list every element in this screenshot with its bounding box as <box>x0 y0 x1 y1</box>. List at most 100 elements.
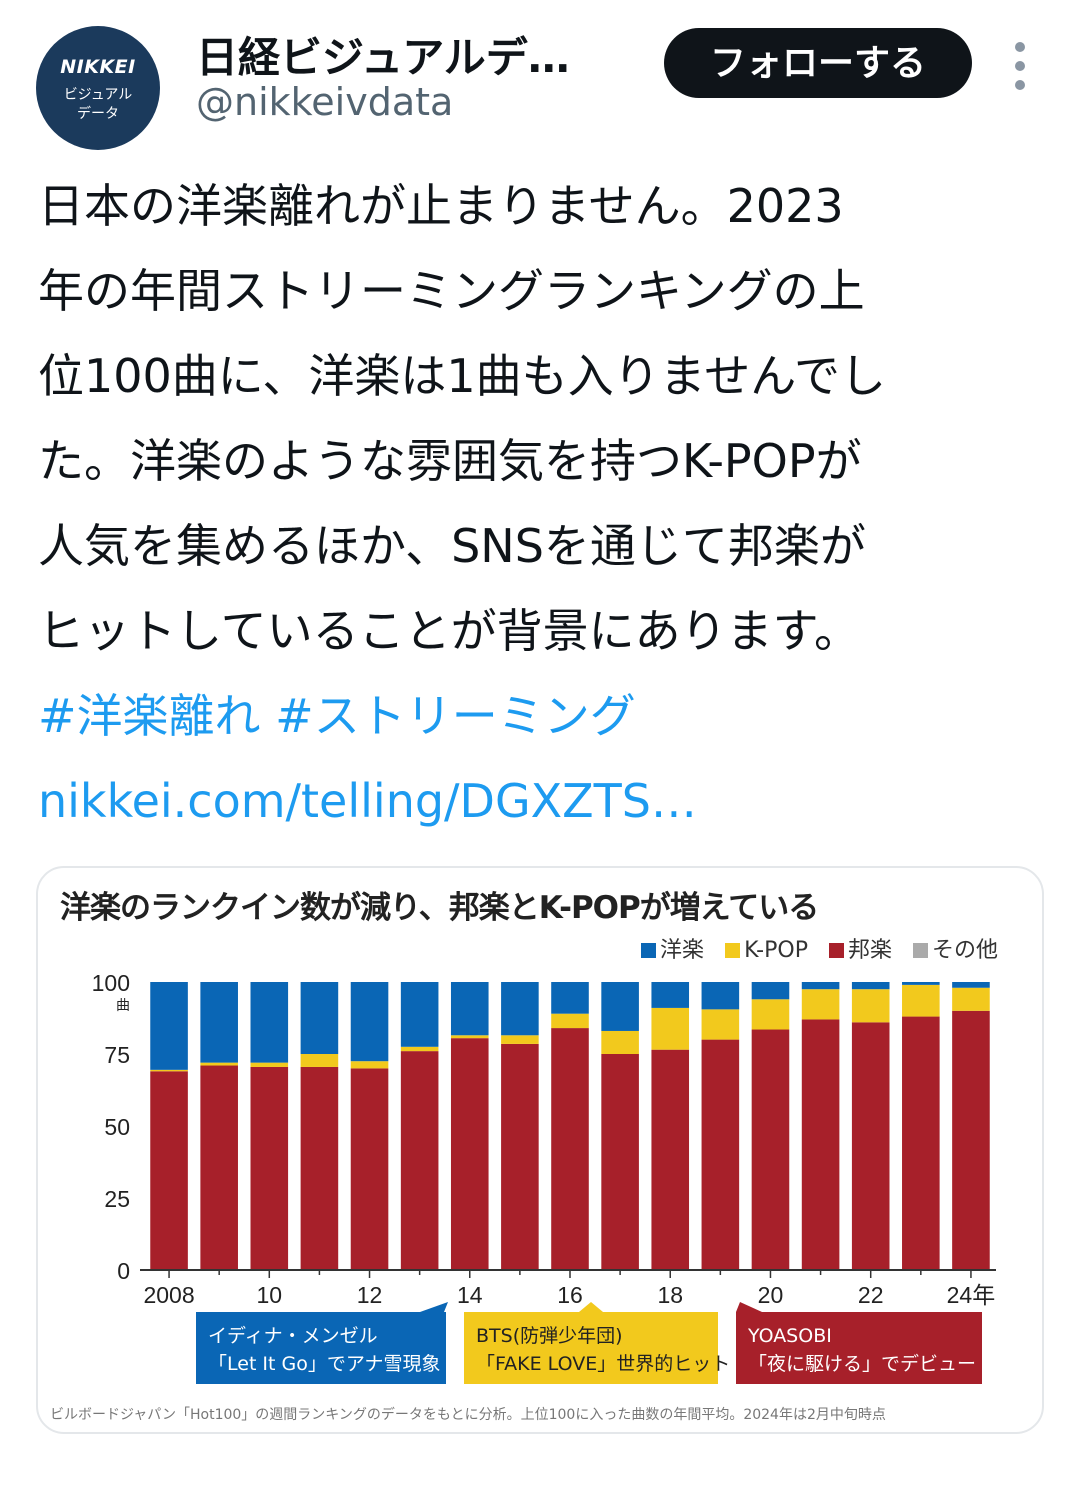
bar-segment <box>952 1010 990 1270</box>
annotation-pointer <box>736 1302 762 1312</box>
bar-segment <box>350 1068 389 1270</box>
bar-segment <box>501 1035 539 1044</box>
x-tick-label: 22 <box>858 1282 884 1308</box>
bar-segment <box>801 1019 840 1270</box>
y-tick-label: 75 <box>104 1042 130 1068</box>
bar-segment <box>601 1054 639 1270</box>
tweet-line: た。洋楽のような雰囲気を持つK-POPが <box>38 434 862 488</box>
tweet-text: 日本の洋楽離れが止まりません。2023 年の年間ストリーミングランキングの上 位… <box>38 164 1028 844</box>
bar-segment <box>150 1069 188 1072</box>
bar-segment <box>200 982 238 1063</box>
y-axis-unit: 曲 <box>116 998 130 1014</box>
bar-segment <box>350 982 389 1062</box>
bar-segment <box>501 982 539 1036</box>
bar-segment <box>300 1054 339 1067</box>
bar-segment <box>651 982 690 1008</box>
bar-segment <box>651 1049 690 1270</box>
tweet-line: 人気を集めるほか、SNSを通じて邦楽が <box>38 519 866 573</box>
bar-segment <box>150 982 188 1070</box>
follow-button[interactable]: フォローする <box>664 28 972 98</box>
avatar-subtitle-line2: データ <box>77 106 119 122</box>
x-tick-label: 20 <box>758 1282 784 1308</box>
tweet-line: ヒットしていることが背景にあります。 <box>38 604 861 658</box>
x-tick-label: 14 <box>457 1282 483 1308</box>
bar-segment <box>701 982 740 1010</box>
x-tick-label: 16 <box>557 1282 583 1308</box>
bar-segment <box>400 1046 439 1052</box>
hashtags-line: #洋楽離れ #ストリーミング <box>38 674 1028 759</box>
tweet-header: NIKKEI ビジュアル データ 日経ビジュアルデ… @nikkeivdata … <box>36 22 1046 150</box>
tweet-line: 日本の洋楽離れが止まりません。2023 <box>38 179 844 233</box>
tweet-line: 年の年間ストリーミングランキングの上 <box>38 264 865 318</box>
bar-segment <box>851 989 890 1023</box>
vertical-dots-icon[interactable] <box>1008 42 1032 106</box>
hashtag-link[interactable]: #ストリーミング <box>275 689 636 743</box>
x-tick-label: 18 <box>657 1282 683 1308</box>
x-tick-label: 2008 <box>143 1282 194 1308</box>
avatar-subtitle: ビジュアル データ <box>36 86 160 124</box>
avatar-subtitle-line1: ビジュアル <box>63 87 133 103</box>
x-tick-label: 24年 <box>947 1282 996 1308</box>
annotation-text: BTS(防弾少年団) <box>476 1325 623 1347</box>
user-handle[interactable]: @nikkeivdata <box>196 80 454 124</box>
bar-segment <box>701 1039 740 1270</box>
bar-segment <box>350 1061 389 1069</box>
bar-segment <box>300 1066 339 1270</box>
bar-segment <box>551 1013 589 1029</box>
bar-segment <box>551 1028 589 1270</box>
annotation-pointer <box>579 1302 603 1312</box>
bar-segment <box>200 1065 238 1270</box>
bar-segment <box>851 982 890 990</box>
bar-segment <box>902 982 940 985</box>
legend-swatch <box>828 943 844 958</box>
chart-legend: 洋楽 K-POP 邦楽 その他 <box>627 932 998 964</box>
chart-title: 洋楽のランクイン数が減り、邦楽とK-POPが増えている <box>60 890 819 926</box>
bar-segment <box>651 1007 690 1050</box>
y-tick-label: 50 <box>104 1114 130 1140</box>
bar-segment <box>601 1030 639 1054</box>
annotation-text: イディナ・メンゼル <box>208 1325 378 1347</box>
bar-segment <box>250 1062 289 1067</box>
bar-segment <box>952 987 990 1011</box>
bar-segment <box>250 1066 289 1270</box>
annotation-text: YOASOBI <box>747 1325 832 1347</box>
source-note: ビルボードジャパン「Hot100」の週間ランキングのデータをもとに分析。上位10… <box>50 1407 886 1423</box>
legend-item: 洋楽 <box>641 938 704 963</box>
annotation-box <box>196 1312 446 1384</box>
bar-segment <box>801 989 840 1020</box>
bar-segment <box>200 1062 238 1066</box>
y-tick-label: 0 <box>117 1258 130 1284</box>
bar-segment <box>300 982 339 1054</box>
bar-segment <box>601 982 639 1031</box>
legend-swatch <box>725 943 741 958</box>
legend-swatch <box>912 943 928 958</box>
annotation-pointer <box>420 1302 448 1312</box>
x-tick-label: 10 <box>256 1282 282 1308</box>
bar-segment <box>751 982 790 1000</box>
bar-segment <box>952 982 990 988</box>
stacked-bar-chart: 0 25 50 75 100 曲 2008 10 12 14 16 18 20 22 24年イディナ・メンゼ… <box>92 970 996 1384</box>
avatar[interactable]: NIKKEI ビジュアル データ <box>36 26 160 150</box>
hashtag-link[interactable]: #洋楽離れ <box>38 689 261 743</box>
bar-segment <box>450 1038 489 1270</box>
bar-segment <box>450 1035 489 1039</box>
chart-image[interactable]: 洋楽のランクイン数が減り、邦楽とK-POPが増えている 洋楽 K-POP 邦楽 … <box>36 866 1044 1434</box>
bar-segment <box>751 999 790 1030</box>
annotation-text: 「FAKE LOVE」世界的ヒット <box>476 1353 730 1375</box>
avatar-brand: NIKKEI <box>60 56 136 78</box>
bar-segment <box>501 1043 539 1270</box>
bar-segment <box>450 982 489 1036</box>
bar-segment <box>400 1051 439 1270</box>
x-tick-label: 12 <box>357 1282 383 1308</box>
bar-segment <box>751 1029 790 1270</box>
annotation-text: 「Let It Go」でアナ雪現象 <box>208 1353 441 1375</box>
bar-segment <box>902 984 940 1017</box>
bar-segment <box>701 1009 740 1040</box>
legend-item: 邦楽 <box>828 938 892 963</box>
article-link[interactable]: nikkei.com/telling/DGXZTS… <box>38 774 697 828</box>
bar-segment <box>150 1071 188 1270</box>
bar-segment <box>551 982 589 1014</box>
display-name[interactable]: 日経ビジュアルデ… <box>196 33 570 82</box>
legend-item: その他 <box>912 938 998 963</box>
annotation-text: 「夜に駆ける」でデビュー <box>748 1353 976 1375</box>
